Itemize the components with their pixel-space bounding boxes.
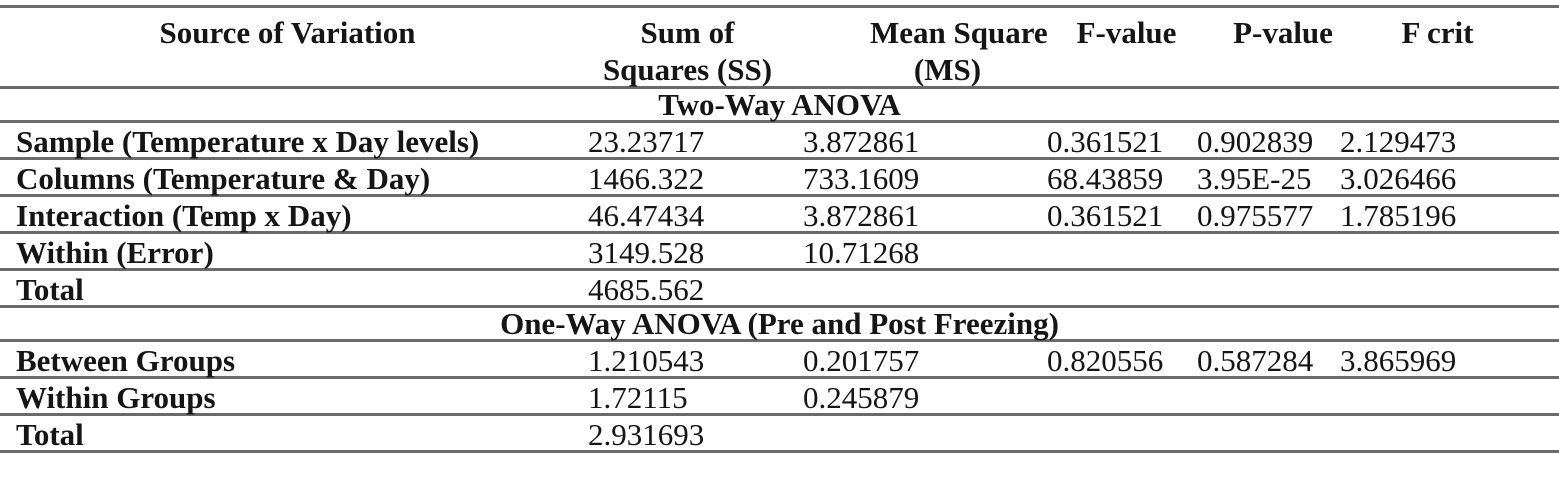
table-row-total-one-way: Total 2.931693 bbox=[0, 416, 1559, 453]
cell-mean-square: 10.71268 bbox=[803, 235, 920, 270]
cell-f-value: 68.43859 bbox=[1047, 161, 1164, 196]
table-row-sample: Sample (Temperature x Day levels) 23.237… bbox=[0, 123, 1559, 160]
cell-f-crit: 1.785196 bbox=[1340, 198, 1457, 233]
cell-sum-of-squares: 1.72115 bbox=[588, 380, 688, 415]
cell-f-value: 0.820556 bbox=[1047, 343, 1164, 378]
column-header-f-value: F-value bbox=[1025, 8, 1190, 51]
table-row-within-error: Within (Error) 3149.528 10.71268 bbox=[0, 234, 1559, 271]
cell-p-value: 0.902839 bbox=[1197, 124, 1314, 159]
cell-mean-square: 733.1609 bbox=[803, 161, 920, 196]
table-row-interaction: Interaction (Temp x Day) 46.47434 3.8728… bbox=[0, 197, 1559, 234]
header-text-line2: (MS) bbox=[913, 52, 982, 87]
cell-f-value: 0.361521 bbox=[1047, 198, 1164, 233]
header-text-line1: Sum of bbox=[640, 15, 735, 50]
cell-sum-of-squares: 1.210543 bbox=[588, 343, 705, 378]
section-header-two-way-anova: Two-Way ANOVA bbox=[0, 86, 1559, 123]
row-label: Between Groups bbox=[16, 343, 236, 378]
column-header-f-crit: F crit bbox=[1340, 8, 1559, 51]
cell-mean-square: 3.872861 bbox=[803, 198, 920, 233]
section-header-one-way-anova: One-Way ANOVA (Pre and Post Freezing) bbox=[0, 305, 1559, 342]
cell-f-crit: 3.026466 bbox=[1340, 161, 1457, 196]
row-label: Sample (Temperature x Day levels) bbox=[16, 124, 480, 159]
table-row-total-two-way: Total 4685.562 bbox=[0, 271, 1559, 308]
cell-mean-square: 3.872861 bbox=[803, 124, 920, 159]
column-header-source-of-variation: Source of Variation bbox=[0, 8, 575, 51]
section-title: Two-Way ANOVA bbox=[658, 86, 901, 122]
cell-f-crit: 3.865969 bbox=[1340, 343, 1457, 378]
row-label: Interaction (Temp x Day) bbox=[16, 198, 352, 233]
row-label: Total bbox=[16, 272, 84, 307]
cell-f-value: 0.361521 bbox=[1047, 124, 1164, 159]
row-label: Within (Error) bbox=[16, 235, 214, 270]
table-header-row: Source of Variation Sum of Squares (SS) … bbox=[0, 8, 1559, 89]
cell-sum-of-squares: 2.931693 bbox=[588, 417, 705, 452]
cell-p-value: 0.587284 bbox=[1197, 343, 1314, 378]
header-text-line2: Squares (SS) bbox=[602, 52, 773, 87]
anova-results-table: Source of Variation Sum of Squares (SS) … bbox=[0, 5, 1559, 453]
cell-p-value: 3.95E-25 bbox=[1197, 161, 1312, 196]
table-row-columns: Columns (Temperature & Day) 1466.322 733… bbox=[0, 160, 1559, 197]
cell-p-value: 0.975577 bbox=[1197, 198, 1314, 233]
table-row-within-groups: Within Groups 1.72115 0.245879 bbox=[0, 379, 1559, 416]
row-label: Total bbox=[16, 417, 84, 452]
column-header-mean-square: Mean Square (MS) bbox=[790, 8, 1048, 88]
cell-sum-of-squares: 46.47434 bbox=[588, 198, 705, 233]
header-text: F crit bbox=[1401, 15, 1474, 50]
cell-sum-of-squares: 23.23717 bbox=[588, 124, 705, 159]
cell-sum-of-squares: 4685.562 bbox=[588, 272, 705, 307]
row-label: Columns (Temperature & Day) bbox=[16, 161, 431, 196]
section-title: One-Way ANOVA (Pre and Post Freezing) bbox=[500, 305, 1059, 341]
cell-f-crit: 2.129473 bbox=[1340, 124, 1457, 159]
column-header-p-value: P-value bbox=[1190, 8, 1340, 51]
header-text: F-value bbox=[1076, 15, 1177, 50]
header-text: P-value bbox=[1233, 15, 1333, 50]
table-row-between-groups: Between Groups 1.210543 0.201757 0.82055… bbox=[0, 342, 1559, 379]
column-header-sum-of-squares: Sum of Squares (SS) bbox=[575, 8, 790, 88]
cell-sum-of-squares: 1466.322 bbox=[588, 161, 705, 196]
header-text: Source of Variation bbox=[159, 15, 416, 50]
cell-mean-square: 0.201757 bbox=[803, 343, 920, 378]
cell-sum-of-squares: 3149.528 bbox=[588, 235, 705, 270]
header-text-line1: Mean Square bbox=[870, 15, 1048, 50]
row-label: Within Groups bbox=[16, 380, 216, 415]
cell-mean-square: 0.245879 bbox=[803, 380, 920, 415]
